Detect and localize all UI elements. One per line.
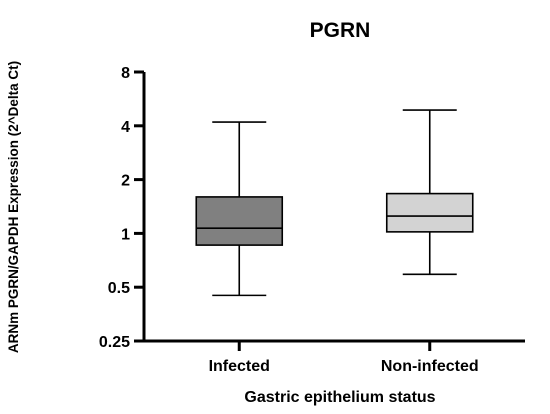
y-tick-label: 0.25 xyxy=(99,334,130,351)
box-infected xyxy=(195,121,284,297)
x-tick-label: Non-infected xyxy=(381,358,479,375)
y-tick-label: 0.5 xyxy=(108,280,130,297)
box-non-infected xyxy=(385,109,474,276)
iqr-box xyxy=(385,192,474,233)
iqr-box xyxy=(195,196,284,246)
x-axis-title: Gastric epithelium status xyxy=(244,389,435,406)
y-axis-title: ARNm PGRN/GAPDH Expression (2^Delta Ct) xyxy=(6,61,21,353)
y-tick-label: 1 xyxy=(121,226,130,243)
chart-title: PGRN xyxy=(310,19,371,42)
y-tick-label: 8 xyxy=(121,65,130,82)
y-tick-label: 2 xyxy=(121,173,130,190)
axes: 0.25 0.5 1 2 4 8 Infected Non-infected xyxy=(99,65,525,375)
x-tick-label: Infected xyxy=(209,358,270,375)
boxes xyxy=(195,109,474,297)
y-tick-label: 4 xyxy=(121,119,130,136)
